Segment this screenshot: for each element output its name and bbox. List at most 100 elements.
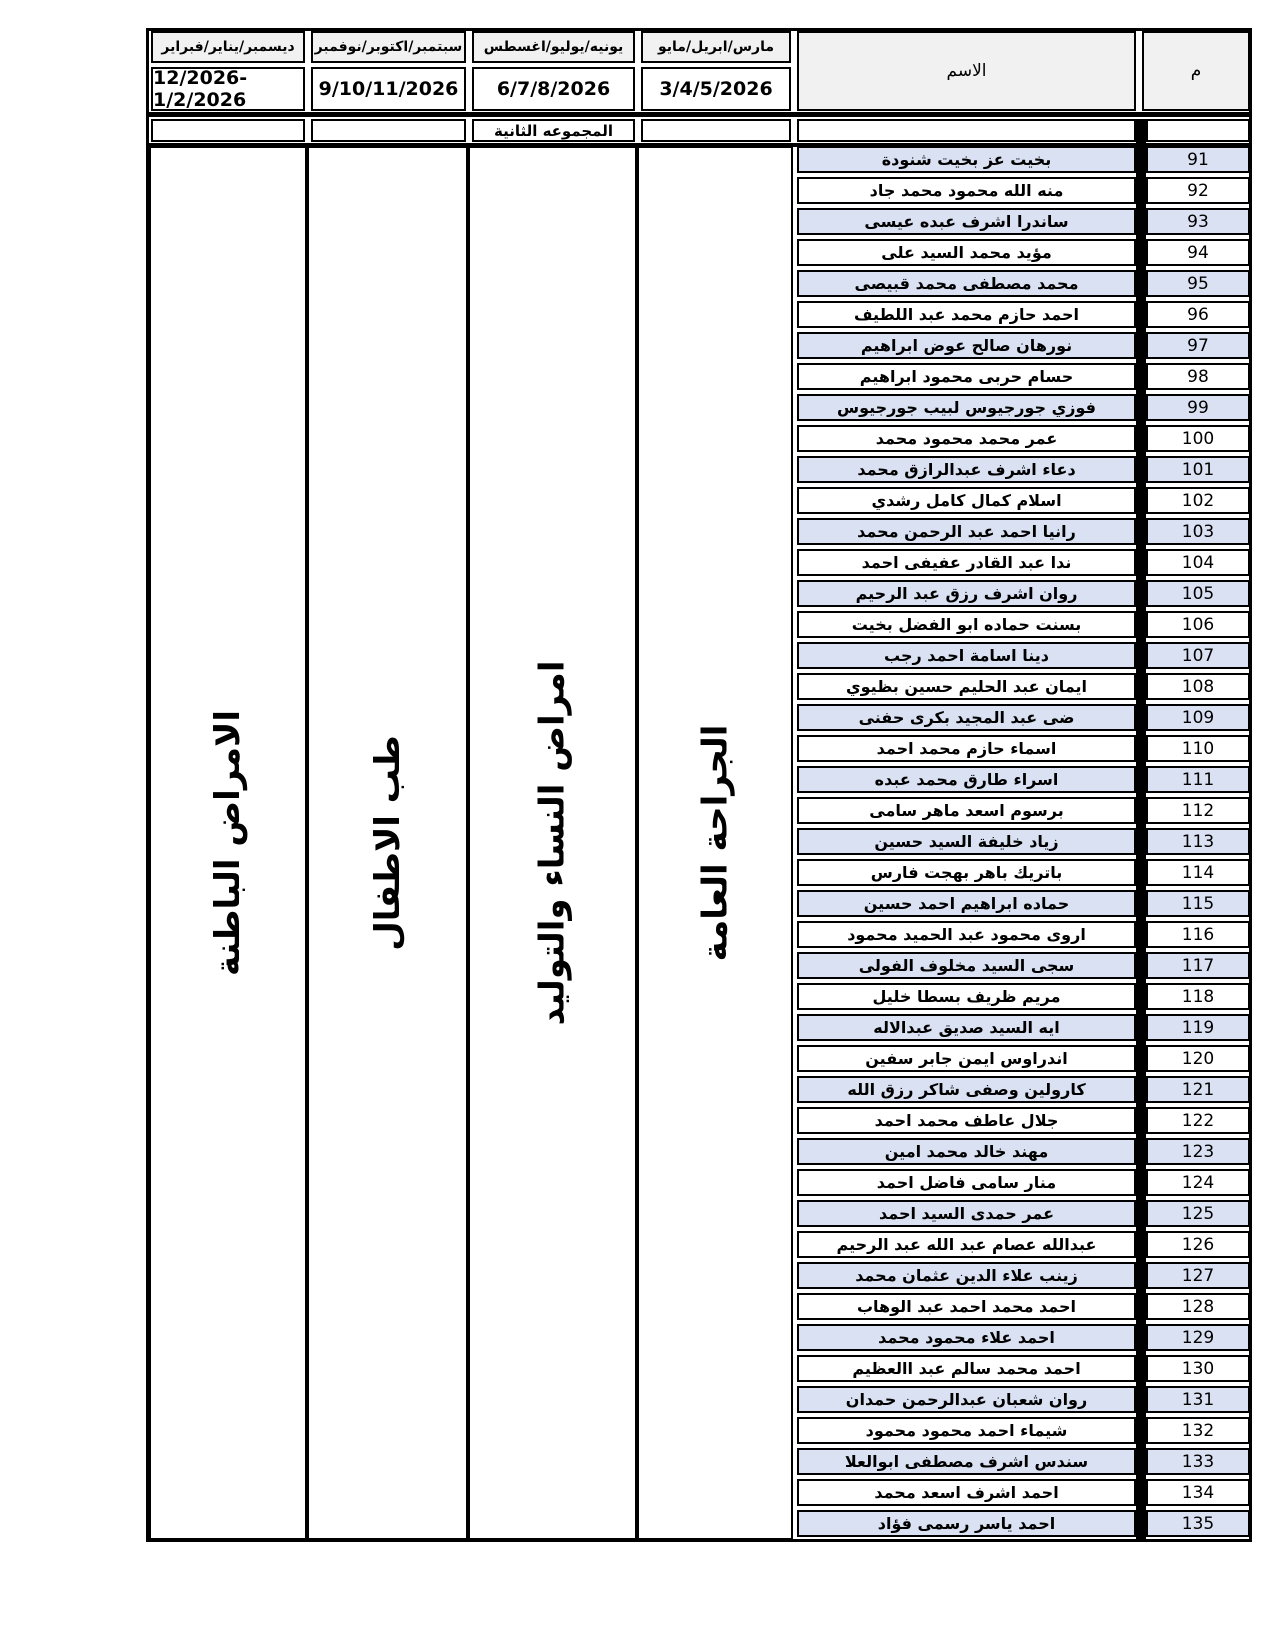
student-number: 131 <box>1146 1386 1250 1413</box>
student-number: 91 <box>1146 146 1250 173</box>
student-number: 102 <box>1146 487 1250 514</box>
table-row: احمد اشرف اسعد محمد 134 <box>797 1479 1250 1506</box>
specialty-column-internal-medicine: الامراض الباطنة <box>149 146 307 1540</box>
student-name: ندا عبد القادر عفيفى احمد <box>797 549 1136 576</box>
table-row: احمد حازم محمد عبد اللطيف 96 <box>797 301 1250 328</box>
student-number: 118 <box>1146 983 1250 1010</box>
student-name: احمد ياسر رسمى فؤاد <box>797 1510 1136 1537</box>
student-number: 135 <box>1146 1510 1250 1537</box>
specialty-label-internal-medicine: الامراض الباطنة <box>208 710 248 976</box>
table-row: كارولين وصفى شاكر رزق الله 121 <box>797 1076 1250 1103</box>
student-name: فوزي جورجيوس لبيب جورجيوس <box>797 394 1136 421</box>
table-row: ضى عبد المجيد بكرى حفنى 109 <box>797 704 1250 731</box>
specialty-label-general-surgery: الجراحة العامة <box>695 724 735 962</box>
student-name: بسنت حماده ابو الفضل بخيت <box>797 611 1136 638</box>
header-months-dec-feb: ديسمبر/يناير/فبراير <box>151 31 305 63</box>
student-name: جلال عاطف محمد احمد <box>797 1107 1136 1134</box>
student-number: 116 <box>1146 921 1250 948</box>
specialty-column-general-surgery: الجراحة العامة <box>637 146 793 1540</box>
table-row: ايمان عبد الحليم حسين بظيوي 108 <box>797 673 1250 700</box>
table-row: اندراوس ايمن جابر سفين 120 <box>797 1045 1250 1072</box>
student-name: اسماء حازم محمد احمد <box>797 735 1136 762</box>
student-name: عمر حمدى السيد احمد <box>797 1200 1136 1227</box>
table-row: برسوم اسعد ماهر سامى 112 <box>797 797 1250 824</box>
student-name: احمد علاء محمود محمد <box>797 1324 1136 1351</box>
student-number: 130 <box>1146 1355 1250 1382</box>
table-row: مريم ظريف بسطا خليل 118 <box>797 983 1250 1010</box>
header-divider-line <box>149 112 1249 117</box>
header-months-jun-aug: يونيه/يوليو/اغسطس <box>472 31 635 63</box>
student-number: 106 <box>1146 611 1250 638</box>
student-name: كارولين وصفى شاكر رزق الله <box>797 1076 1136 1103</box>
student-name: دعاء اشرف عبدالرازق محمد <box>797 456 1136 483</box>
student-name: زينب علاء الدين عثمان محمد <box>797 1262 1136 1289</box>
table-row: عبدالله عصام عبد الله عبد الرحيم 126 <box>797 1231 1250 1258</box>
group-row-cell-sep <box>311 119 466 142</box>
group-row-cell-name <box>797 119 1136 142</box>
table-row: حسام حربى محمود ابراهيم 98 <box>797 363 1250 390</box>
roster-table: ديسمبر/يناير/فبراير سبتمبر/اكتوبر/نوفمبر… <box>146 28 1252 1542</box>
student-rows: بخيت عز بخيت شنودة 91 منه الله محمود محمد … <box>797 146 1250 1541</box>
student-number: 99 <box>1146 394 1250 421</box>
student-number: 117 <box>1146 952 1250 979</box>
table-row: منه الله محمود محمد جاد 92 <box>797 177 1250 204</box>
student-number: 128 <box>1146 1293 1250 1320</box>
student-name: اروى محمود عبد الحميد محمود <box>797 921 1136 948</box>
student-number: 92 <box>1146 177 1250 204</box>
table-row: بسنت حماده ابو الفضل بخيت 106 <box>797 611 1250 638</box>
table-row: عمر حمدى السيد احمد 125 <box>797 1200 1250 1227</box>
table-row: احمد محمد احمد عبد الوهاب 128 <box>797 1293 1250 1320</box>
student-name: سجى السيد مخلوف الفولى <box>797 952 1136 979</box>
student-number: 127 <box>1146 1262 1250 1289</box>
table-row: فوزي جورجيوس لبيب جورجيوس 99 <box>797 394 1250 421</box>
student-number: 133 <box>1146 1448 1250 1475</box>
specialty-column-obgyn: امراض النساء والتوليد <box>468 146 637 1540</box>
student-number: 113 <box>1146 828 1250 855</box>
table-row: عمر محمد محمود محمد 100 <box>797 425 1250 452</box>
name-serial-divider-bar <box>1136 119 1146 1540</box>
student-number: 107 <box>1146 642 1250 669</box>
student-name: نورهان صالح عوض ابراهيم <box>797 332 1136 359</box>
student-name: عبدالله عصام عبد الله عبد الرحيم <box>797 1231 1136 1258</box>
group-row-cell-dec <box>151 119 305 142</box>
student-number: 104 <box>1146 549 1250 576</box>
table-row: ايه السيد صديق عبدالاله 119 <box>797 1014 1250 1041</box>
student-number: 108 <box>1146 673 1250 700</box>
student-number: 125 <box>1146 1200 1250 1227</box>
student-name: احمد حازم محمد عبد اللطيف <box>797 301 1136 328</box>
table-row: احمد علاء محمود محمد 129 <box>797 1324 1250 1351</box>
student-number: 105 <box>1146 580 1250 607</box>
student-name: روان شعبان عبدالرحمن حمدان <box>797 1386 1136 1413</box>
student-name: روان اشرف رزق عبد الرحيم <box>797 580 1136 607</box>
student-name: اسراء طارق محمد عبده <box>797 766 1136 793</box>
student-number: 115 <box>1146 890 1250 917</box>
student-number: 132 <box>1146 1417 1250 1444</box>
specialty-label-obgyn: امراض النساء والتوليد <box>532 660 573 1026</box>
student-number: 94 <box>1146 239 1250 266</box>
table-row: سندس اشرف مصطفى ابوالعلا 133 <box>797 1448 1250 1475</box>
student-number: 124 <box>1146 1169 1250 1196</box>
student-name: احمد اشرف اسعد محمد <box>797 1479 1136 1506</box>
student-number: 122 <box>1146 1107 1250 1134</box>
table-row: احمد ياسر رسمى فؤاد 135 <box>797 1510 1250 1537</box>
student-name: باتريك باهر بهجت فارس <box>797 859 1136 886</box>
student-name: شيماء احمد محمود محمود <box>797 1417 1136 1444</box>
table-row: ساندرا اشرف عبده عيسى 93 <box>797 208 1250 235</box>
student-number: 129 <box>1146 1324 1250 1351</box>
student-number: 134 <box>1146 1479 1250 1506</box>
group-divider-line <box>149 143 1249 147</box>
table-row: زياد خليفة السيد حسين 113 <box>797 828 1250 855</box>
student-name: برسوم اسعد ماهر سامى <box>797 797 1136 824</box>
student-name: احمد محمد احمد عبد الوهاب <box>797 1293 1136 1320</box>
table-row: بخيت عز بخيت شنودة 91 <box>797 146 1250 173</box>
table-row: دعاء اشرف عبدالرازق محمد 101 <box>797 456 1250 483</box>
table-row: احمد محمد سالم عبد االعظيم 130 <box>797 1355 1250 1382</box>
student-number: 109 <box>1146 704 1250 731</box>
student-number: 111 <box>1146 766 1250 793</box>
student-name: ايه السيد صديق عبدالاله <box>797 1014 1136 1041</box>
table-row: ندا عبد القادر عفيفى احمد 104 <box>797 549 1250 576</box>
table-row: مؤيد محمد السيد على 94 <box>797 239 1250 266</box>
student-number: 93 <box>1146 208 1250 235</box>
student-name: مؤيد محمد السيد على <box>797 239 1136 266</box>
